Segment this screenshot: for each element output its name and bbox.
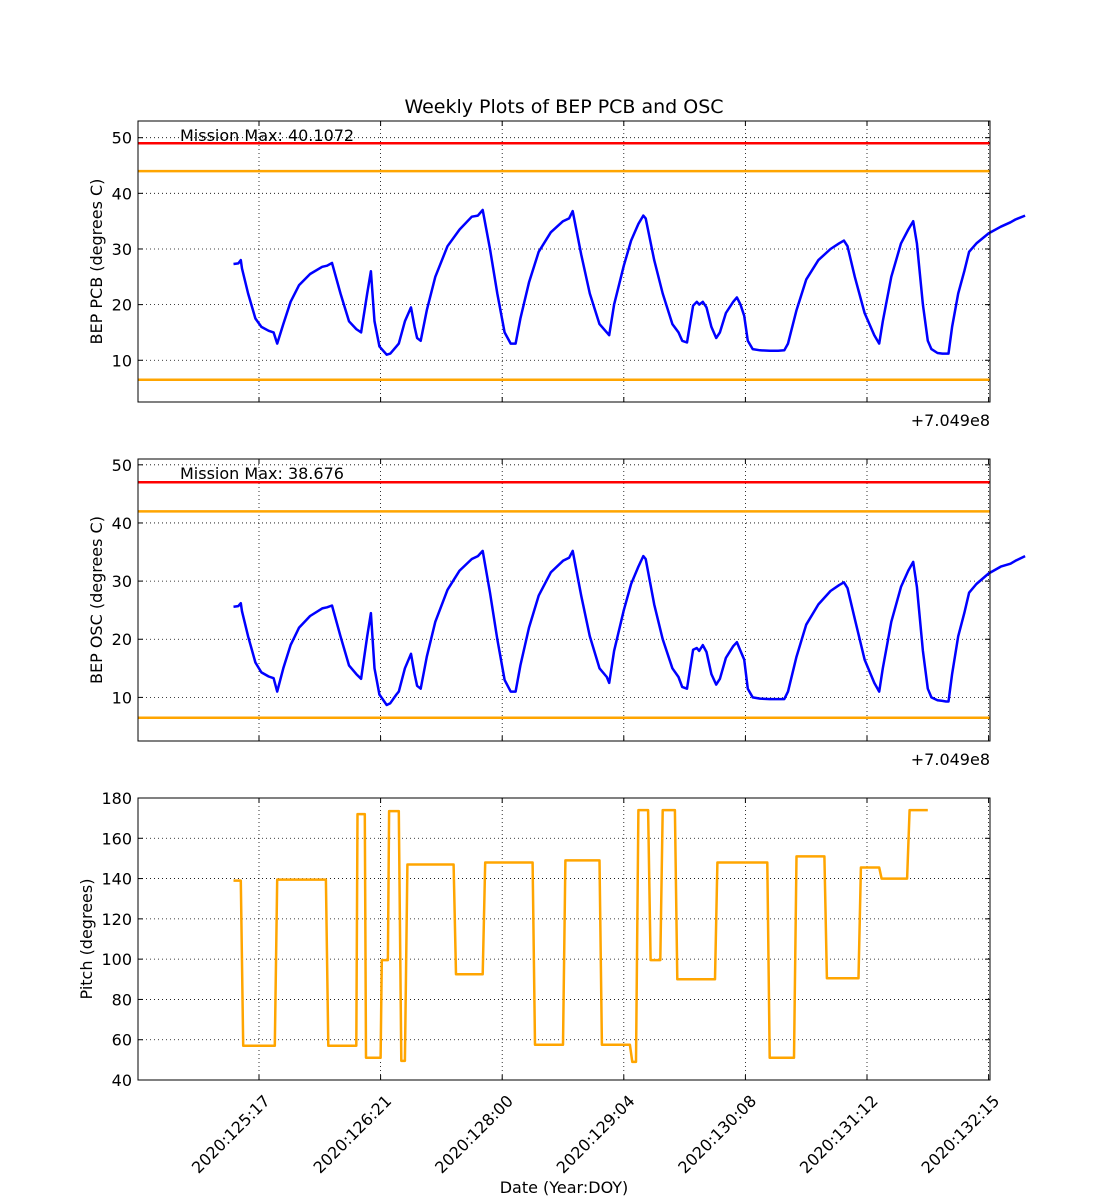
x-tick-label: 2020:128:00: [431, 1091, 517, 1177]
y-tick-label: 10: [112, 351, 132, 370]
pcb-panel: 10 20 30 40 50 Mission Max: 40.1072 BEP PCB (d…: [87, 120, 1026, 403]
pcb-offset-label: +7.049e8: [911, 411, 990, 430]
y-tick-label: 30: [112, 572, 132, 591]
y-tick-label: 10: [112, 688, 132, 707]
y-tick-label: 40: [112, 184, 132, 203]
mission-max-annotation: Mission Max: 40.1072: [180, 126, 354, 145]
y-axis-label: Pitch (degrees): [77, 879, 96, 1000]
series-line: [233, 549, 1026, 707]
series-line: [233, 208, 1026, 356]
y-tick-label: 40: [112, 514, 132, 533]
y-tick-label: 50: [112, 456, 132, 475]
y-tick-label: 20: [112, 296, 132, 315]
series-line: [233, 808, 928, 1064]
mission-max-annotation: Mission Max: 38.676: [180, 464, 344, 483]
y-tick-label: 120: [101, 910, 132, 929]
x-tick-label: 2020:131:12: [796, 1091, 882, 1177]
pitch-panel: 40 60 80 100 120 140 160 180 Pitch (degrees) 2020…: [77, 789, 1003, 1177]
y-tick-label: 80: [112, 990, 132, 1009]
y-tick-label: 140: [101, 870, 132, 889]
x-tick-label: 2020:130:08: [674, 1091, 760, 1177]
axes-frame: [137, 458, 991, 742]
y-tick-label: 60: [112, 1031, 132, 1050]
y-tick-label: 30: [112, 240, 132, 259]
axes-frame: [137, 797, 991, 1081]
osc-panel: 10 20 30 40 50 Mission Max: 38.676 BEP OSC (de…: [87, 456, 1026, 742]
x-tick-label: 2020:126:21: [310, 1091, 396, 1177]
axes-frame: [137, 120, 991, 403]
y-tick-label: 20: [112, 630, 132, 649]
y-axis-label: BEP PCB (degrees C): [87, 179, 106, 345]
y-tick-label: 40: [112, 1071, 132, 1090]
osc-offset-label: +7.049e8: [911, 750, 990, 769]
x-tick-label: 2020:129:04: [553, 1091, 639, 1177]
y-tick-label: 100: [101, 950, 132, 969]
figure-title: Weekly Plots of BEP PCB and OSC: [404, 96, 723, 118]
x-tick-label: 2020:125:17: [188, 1091, 274, 1177]
y-tick-label: 180: [101, 789, 132, 808]
x-axis-label: Date (Year:DOY): [500, 1178, 629, 1197]
x-tick-label: 2020:132:15: [918, 1091, 1004, 1177]
y-axis-label: BEP OSC (degrees C): [87, 516, 106, 684]
y-tick-label: 50: [112, 129, 132, 148]
y-tick-label: 160: [101, 829, 132, 848]
